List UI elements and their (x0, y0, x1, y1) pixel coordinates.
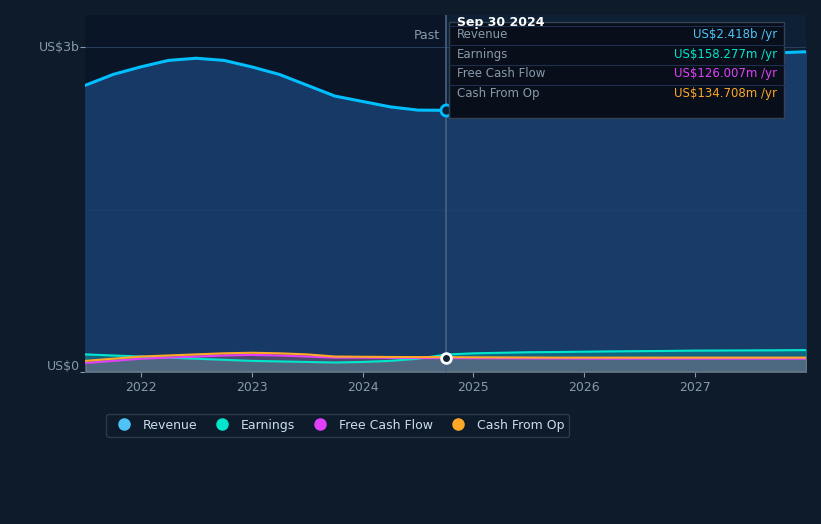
Bar (85, 15, 446, 372)
Text: US$0: US$0 (47, 360, 80, 373)
Bar (446, 15, 806, 372)
Text: Earnings: Earnings (456, 48, 508, 61)
Text: US$3b: US$3b (39, 41, 80, 54)
Text: Free Cash Flow: Free Cash Flow (456, 68, 545, 80)
Legend: Revenue, Earnings, Free Cash Flow, Cash From Op: Revenue, Earnings, Free Cash Flow, Cash … (106, 414, 569, 437)
Text: Cash From Op: Cash From Op (456, 87, 539, 100)
Text: US$134.708m /yr: US$134.708m /yr (674, 87, 777, 100)
Text: Revenue: Revenue (456, 28, 508, 41)
Text: US$2.418b /yr: US$2.418b /yr (693, 28, 777, 41)
Text: Analysts Forecasts: Analysts Forecasts (452, 29, 567, 42)
Text: Past: Past (414, 29, 440, 42)
Text: US$126.007m /yr: US$126.007m /yr (674, 68, 777, 80)
Text: US$158.277m /yr: US$158.277m /yr (674, 48, 777, 61)
Text: Sep 30 2024: Sep 30 2024 (456, 16, 544, 29)
FancyBboxPatch shape (449, 22, 784, 118)
